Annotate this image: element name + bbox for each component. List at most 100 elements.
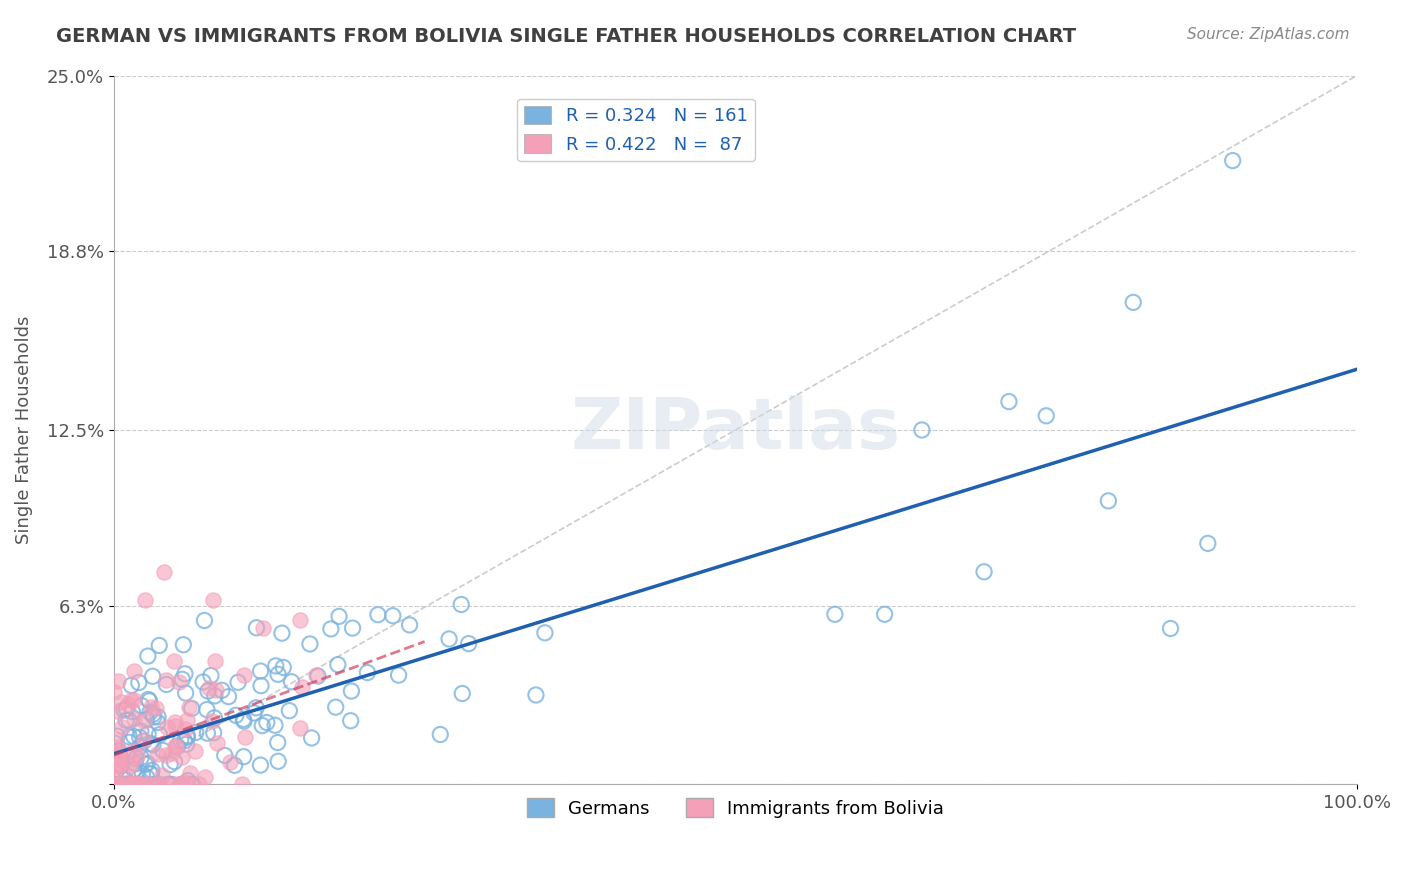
Point (124, 693, 146, 707)
Point (139, 737, 162, 751)
Point (107, 777, 129, 791)
Point (118, 713, 141, 727)
Point (160, 746, 183, 760)
Point (1097, 494, 1119, 508)
Point (142, 669, 165, 683)
Point (103, 736, 125, 750)
Point (110, 777, 132, 791)
Point (155, 677, 177, 691)
Point (105, 740, 128, 755)
Point (120, 777, 142, 791)
Point (173, 733, 195, 747)
Point (142, 710, 165, 724)
Point (163, 654, 186, 668)
Point (201, 714, 224, 728)
Point (132, 732, 155, 747)
Point (824, 607, 846, 622)
Point (136, 756, 159, 771)
Point (129, 750, 152, 764)
Point (214, 748, 236, 763)
Point (267, 735, 290, 749)
Point (356, 665, 378, 680)
Point (267, 667, 290, 681)
Point (105, 729, 128, 743)
Point (160, 777, 183, 791)
Point (136, 727, 159, 741)
Point (105, 772, 128, 787)
Point (115, 777, 138, 791)
Point (243, 706, 266, 720)
Point (204, 711, 226, 725)
Point (127, 777, 149, 791)
Point (107, 777, 129, 791)
Point (184, 725, 207, 739)
Point (305, 667, 328, 681)
Point (167, 777, 190, 791)
Point (127, 777, 149, 791)
Point (128, 675, 150, 690)
Point (1035, 409, 1057, 423)
Point (155, 673, 177, 688)
Point (1222, 153, 1244, 168)
Point (131, 767, 153, 781)
Point (193, 614, 215, 628)
Point (128, 777, 150, 791)
Point (128, 731, 150, 745)
Point (264, 658, 287, 673)
Point (105, 732, 128, 747)
Point (232, 749, 254, 764)
Point (110, 695, 132, 709)
Point (128, 777, 150, 791)
Point (264, 718, 287, 732)
Point (131, 698, 153, 713)
Point (177, 773, 200, 788)
Point (256, 715, 278, 730)
Point (165, 740, 187, 755)
Point (205, 736, 228, 750)
Point (143, 777, 166, 791)
Point (233, 668, 256, 682)
Point (204, 689, 226, 703)
Point (232, 712, 254, 726)
Point (219, 755, 242, 769)
Point (245, 621, 267, 635)
Point (534, 625, 557, 640)
Point (301, 731, 323, 745)
Point (174, 666, 197, 681)
Point (139, 699, 162, 714)
Point (450, 598, 472, 612)
Point (125, 751, 148, 765)
Point (115, 714, 138, 728)
Point (451, 686, 474, 700)
Point (166, 739, 188, 754)
Point (1122, 295, 1144, 310)
Point (176, 729, 198, 743)
Point (179, 765, 201, 780)
Point (107, 747, 129, 762)
Point (159, 757, 181, 772)
Point (120, 678, 142, 692)
Point (110, 751, 132, 765)
Point (114, 777, 136, 791)
Point (172, 673, 194, 687)
Point (381, 608, 404, 623)
Point (218, 690, 240, 704)
Point (429, 727, 451, 741)
Point (388, 668, 411, 682)
Point (107, 756, 129, 771)
Point (339, 714, 361, 728)
Text: ZIPatlas: ZIPatlas (571, 395, 900, 465)
Point (198, 681, 221, 696)
Point (194, 770, 217, 784)
Point (125, 777, 148, 791)
Point (111, 777, 134, 791)
Point (110, 777, 132, 791)
Point (115, 777, 138, 791)
Point (319, 622, 342, 636)
Point (176, 713, 198, 727)
Point (180, 777, 202, 791)
Point (163, 719, 186, 733)
Point (1160, 622, 1182, 636)
Point (398, 618, 420, 632)
Point (873, 607, 896, 622)
